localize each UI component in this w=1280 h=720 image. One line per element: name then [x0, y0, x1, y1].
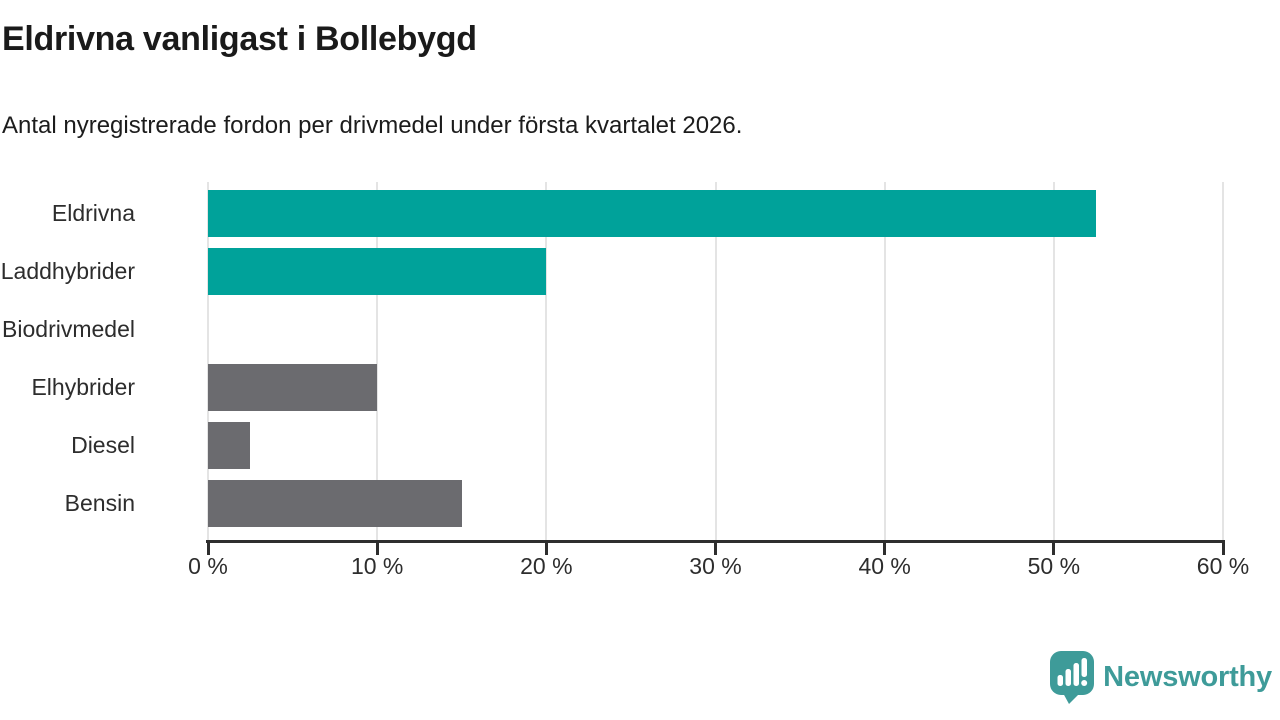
category-label-biodrivmedel: Biodrivmedel [2, 316, 135, 342]
category-label-laddhybrider: Laddhybrider [0, 258, 135, 284]
x-tick-label-30: 30 % [689, 553, 742, 579]
category-label-eldrivna: Eldrivna [51, 200, 135, 226]
x-tick-label-50: 50 % [1027, 553, 1081, 579]
x-tick-mark-0 [206, 540, 210, 555]
x-tick-mark-10 [375, 540, 379, 555]
gridline-10 [376, 182, 379, 540]
gridline-40 [883, 182, 886, 540]
bar-laddhybrider [208, 248, 547, 295]
newsworthy-logo-text: Newsworthy [1103, 660, 1272, 693]
x-tick-label-40: 40 % [858, 553, 911, 579]
gridline-30 [714, 182, 717, 540]
bar-eldrivna [208, 190, 1097, 237]
bar-diesel [208, 422, 251, 469]
chart-subtitle: Antal nyregistrerade fordon per drivmede… [2, 112, 743, 139]
x-tick-label-20: 20 % [520, 553, 573, 579]
x-tick-label-60: 60 % [1196, 553, 1250, 579]
gridline-20 [545, 182, 548, 540]
x-tick-mark-40 [883, 540, 887, 555]
chart-title: Eldrivna vanligast i Bollebygd [2, 20, 477, 58]
x-tick-mark-50 [1052, 540, 1056, 555]
category-label-bensin: Bensin [64, 490, 135, 516]
gridline-60 [1222, 182, 1224, 540]
bar-elhybrider [208, 364, 378, 411]
gridline-50 [1052, 182, 1055, 540]
gridline-0 [207, 182, 209, 540]
x-tick-mark-20 [544, 540, 548, 555]
x-tick-label-10: 10 % [350, 553, 404, 579]
x-tick-mark-30 [714, 540, 717, 555]
newsworthy-logo: Newsworthy [1049, 650, 1272, 704]
newsworthy-logo-icon [1050, 651, 1095, 704]
category-label-elhybrider: Elhybrider [31, 374, 135, 400]
category-label-diesel: Diesel [71, 432, 135, 458]
plot-area: Eldrivna Laddhybrider Biodrivmedel Elhybrid… [1, 182, 1249, 579]
x-tick-label-0: 0 % [188, 553, 228, 579]
bar-bensin [208, 480, 462, 527]
x-tick-mark-60 [1221, 540, 1225, 555]
